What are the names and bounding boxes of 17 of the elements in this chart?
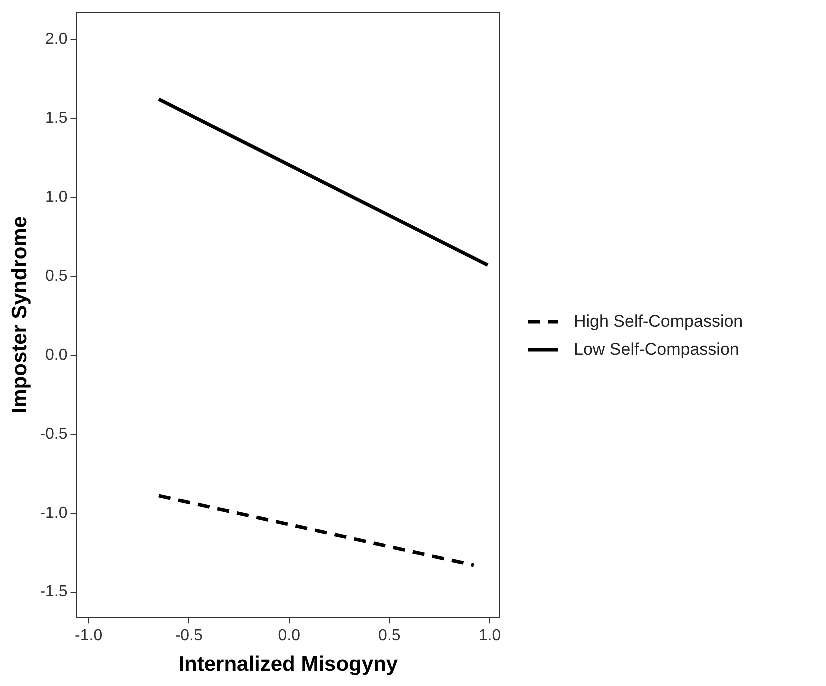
- x-tick-label: 0.5: [378, 628, 401, 645]
- x-tick-label: 1.0: [478, 628, 502, 645]
- y-tick-label: -1.0: [40, 504, 68, 522]
- y-tick-label: 0.5: [46, 268, 68, 285]
- x-axis-title: Internalized Misogyny: [178, 653, 398, 676]
- x-tick-label: -1.0: [75, 628, 103, 645]
- y-tick-label: 1.5: [46, 110, 68, 127]
- legend-label: High Self-Compassion: [574, 312, 744, 332]
- y-axis-title: Imposter Syndrome: [8, 216, 32, 414]
- y-tick-label: 1.0: [46, 188, 68, 206]
- y-tick-label: 0.0: [46, 346, 68, 364]
- y-tick-label: 2.0: [46, 30, 68, 48]
- y-tick-label: -1.5: [40, 584, 68, 601]
- x-tick-label: -0.5: [175, 628, 203, 645]
- x-tick-label: 0.0: [278, 628, 301, 645]
- y-tick-label: -0.5: [40, 426, 68, 443]
- legend-label: Low Self-Compassion: [574, 340, 740, 360]
